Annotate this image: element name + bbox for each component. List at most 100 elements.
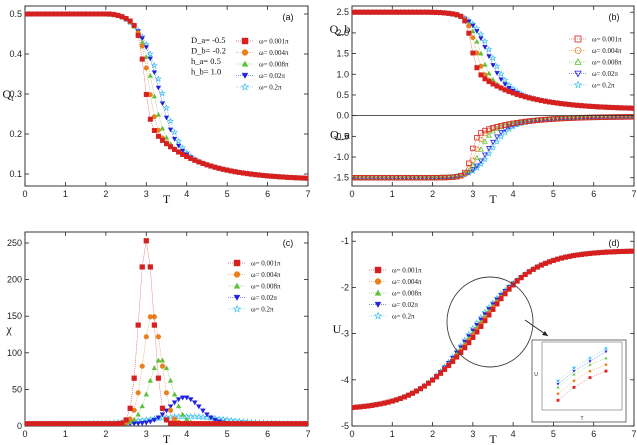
x-tick-label: 4 xyxy=(511,189,516,199)
data-point xyxy=(603,114,609,120)
y-tick-label: 200 xyxy=(7,275,22,285)
data-point xyxy=(159,412,166,418)
data-point xyxy=(385,175,391,181)
legend-marker xyxy=(374,301,382,308)
inset-point xyxy=(603,346,609,351)
data-point xyxy=(433,174,440,180)
data-point xyxy=(481,152,488,158)
inset-point xyxy=(572,369,576,373)
x-tick: 5 xyxy=(225,189,230,199)
data-point xyxy=(477,30,485,38)
data-point xyxy=(143,45,149,51)
data-point xyxy=(151,114,157,120)
legend: ω= 0.001π ω= 0.004π ω= 0.008π ω= 0.02π ω= 0.… xyxy=(228,260,281,314)
data-point xyxy=(147,56,153,62)
x-tick-label: 7 xyxy=(305,189,310,199)
legend-marker xyxy=(374,266,382,274)
data-point xyxy=(150,61,158,69)
data-point xyxy=(449,173,456,180)
data-point xyxy=(143,91,149,97)
data-point xyxy=(494,301,500,307)
x-tick: 1 xyxy=(390,429,395,439)
data-point xyxy=(494,125,501,131)
data-point xyxy=(155,334,162,340)
data-point xyxy=(506,286,512,292)
x-tick: 2 xyxy=(430,429,435,439)
y-tick-label: 100 xyxy=(7,348,22,358)
data-point xyxy=(163,141,169,147)
data-point xyxy=(514,121,521,127)
y-tick: 2.5 xyxy=(336,7,349,17)
data-point xyxy=(159,101,166,107)
data-point xyxy=(167,117,174,124)
panel-a: 0 1 2 3 4 5 6 7 0.1 0.2 0.3 0.4 0.5 (a) T Qt D_a= -0.5D_… xyxy=(3,5,311,206)
data-point xyxy=(139,363,145,369)
legend-marker xyxy=(374,289,382,296)
data-point xyxy=(606,113,613,120)
data-point xyxy=(171,128,179,136)
legend-label: ω= 0.02π xyxy=(259,72,286,80)
data-point xyxy=(131,416,137,422)
data-point xyxy=(163,115,170,121)
data-point xyxy=(441,174,448,180)
data-point xyxy=(611,114,617,120)
x-tick-label: 7 xyxy=(305,429,310,439)
x-tick: 5 xyxy=(551,429,556,439)
legend: ω= 0.001π ω= 0.004π ω= 0.008π ω= 0.02π ω= 0.… xyxy=(569,36,622,90)
data-point xyxy=(615,114,621,120)
data-point xyxy=(486,312,492,318)
x-tick: 4 xyxy=(184,189,189,199)
data-point xyxy=(139,403,145,409)
legend-label: ω= 0.02π xyxy=(392,301,419,309)
x-tick: 4 xyxy=(511,189,516,199)
data-point xyxy=(417,386,423,392)
data-point xyxy=(514,119,520,126)
data-point xyxy=(163,134,170,140)
data-point xyxy=(172,147,178,153)
y-axis-label-qa: Q_a xyxy=(330,127,351,141)
data-point xyxy=(167,407,174,413)
x-tick-label: 1 xyxy=(390,189,395,199)
data-point xyxy=(542,116,549,123)
data-point xyxy=(458,350,464,356)
data-point xyxy=(466,340,472,346)
data-point xyxy=(482,61,488,67)
legend-marker xyxy=(233,282,241,289)
y-tick-label: -1 xyxy=(341,236,349,246)
data-point xyxy=(135,421,141,426)
data-point xyxy=(151,93,158,99)
y-axis-label: U xyxy=(333,322,342,336)
x-tick: 0 xyxy=(349,189,354,199)
inset-point xyxy=(572,379,576,383)
y-tick: -0.5 xyxy=(333,131,349,141)
legend-label: ω= 0.001π xyxy=(592,36,622,44)
data-point xyxy=(623,114,629,120)
data-point xyxy=(429,174,436,180)
data-point xyxy=(179,395,186,401)
data-point xyxy=(199,413,207,421)
data-point xyxy=(489,54,497,61)
x-tick-label: 3 xyxy=(144,429,149,439)
inset-point xyxy=(556,385,560,389)
data-point xyxy=(493,62,501,70)
data-point xyxy=(175,137,183,144)
inset-point xyxy=(556,392,560,396)
data-point xyxy=(171,136,178,142)
data-point xyxy=(586,114,593,121)
data-point xyxy=(147,419,154,425)
x-tick-label: 5 xyxy=(225,189,230,199)
data-point xyxy=(490,139,496,146)
data-point xyxy=(450,358,456,364)
y-tick-label: 2.5 xyxy=(336,7,349,17)
inset-plot-frame xyxy=(541,341,623,411)
data-point xyxy=(373,174,380,180)
x-tick-label: 6 xyxy=(265,429,270,439)
x-tick: 3 xyxy=(144,429,149,439)
data-point xyxy=(591,114,597,121)
inset-point xyxy=(604,363,608,367)
y-tick-label: 50 xyxy=(12,384,22,394)
data-point xyxy=(123,15,129,21)
data-point xyxy=(175,403,182,409)
data-point xyxy=(155,375,162,381)
